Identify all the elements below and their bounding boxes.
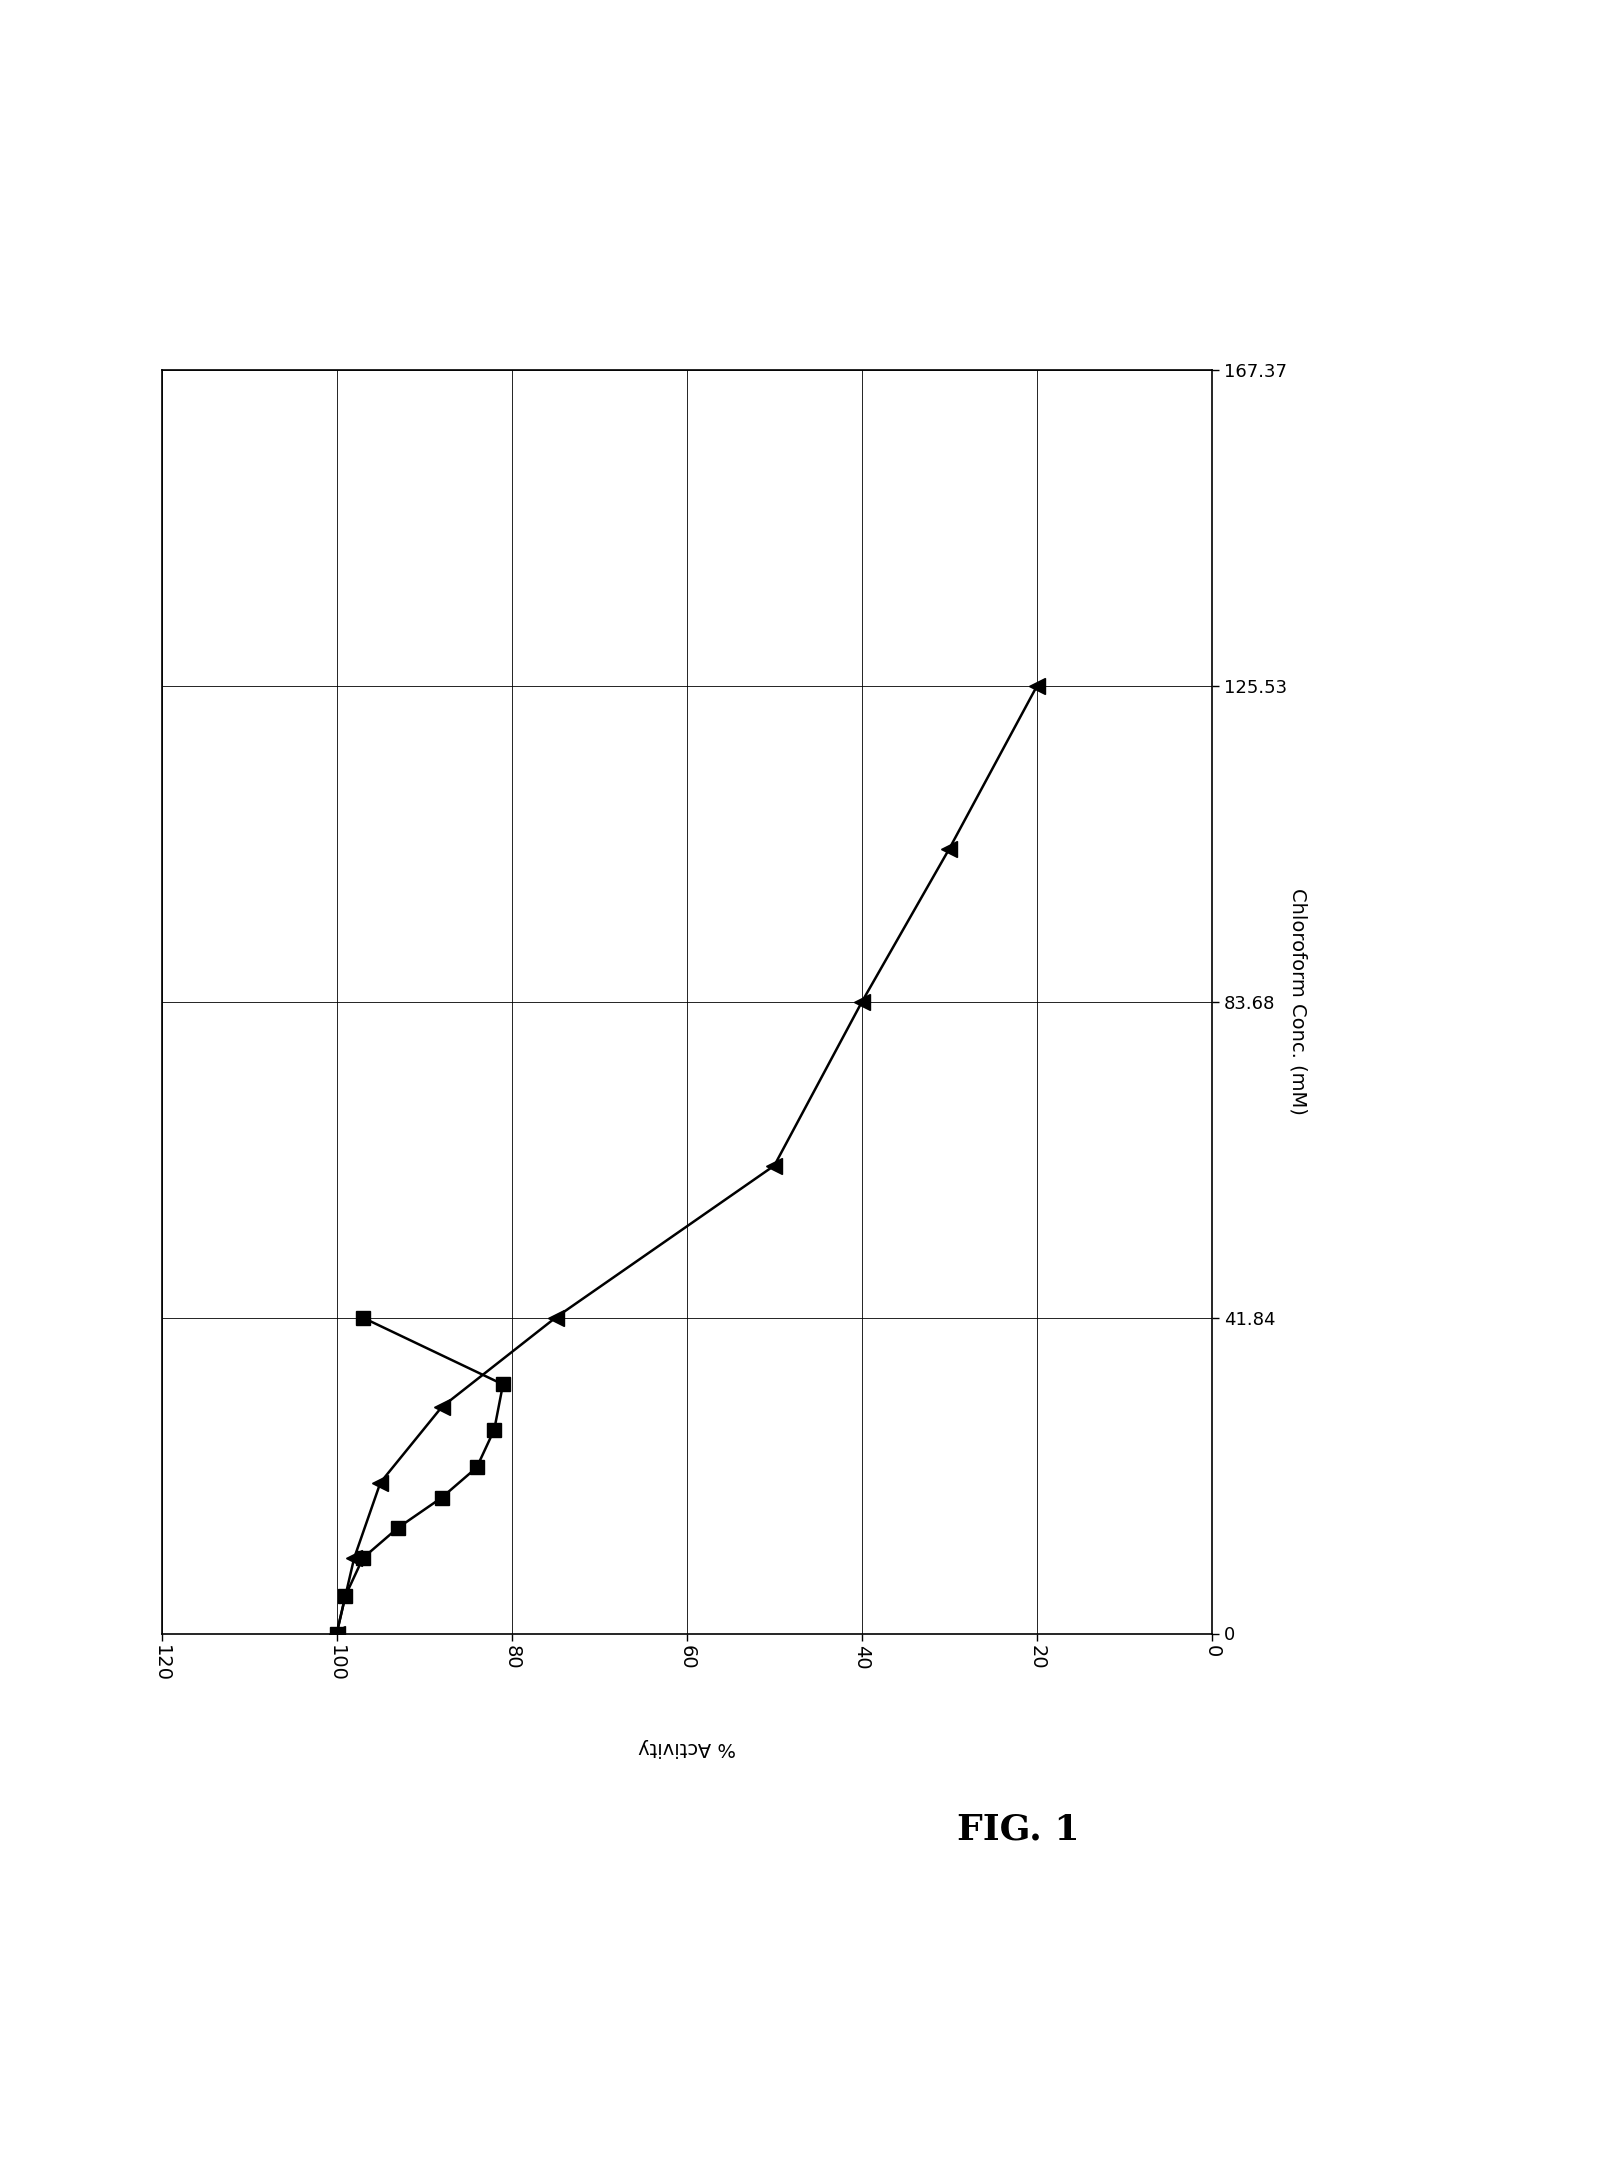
Wild Type
Luciferase bbox=[941, 836, 960, 862]
Wild Type
Luciferase bbox=[370, 1470, 389, 1496]
Line: CNBLUc03-02: CNBLUc03-02 bbox=[330, 1311, 511, 1640]
CNBLUc03-02 bbox=[354, 1305, 373, 1331]
Wild Type
Luciferase bbox=[546, 1305, 566, 1331]
Wild Type
Luciferase bbox=[326, 1620, 346, 1647]
Wild Type
Luciferase bbox=[431, 1394, 451, 1420]
CNBLUc03-02 bbox=[326, 1620, 346, 1647]
CNBLUc03-02 bbox=[485, 1416, 504, 1442]
Wild Type
Luciferase bbox=[1028, 673, 1047, 699]
Wild Type
Luciferase bbox=[852, 989, 871, 1015]
Wild Type
Luciferase bbox=[764, 1152, 784, 1178]
Line: Wild Type
Luciferase: Wild Type Luciferase bbox=[330, 677, 1044, 1642]
Text: FIG. 1: FIG. 1 bbox=[957, 1812, 1079, 1847]
CNBLUc03-02 bbox=[431, 1485, 451, 1512]
CNBLUc03-02 bbox=[493, 1372, 512, 1398]
CNBLUc03-02 bbox=[354, 1544, 373, 1570]
CNBLUc03-02 bbox=[467, 1455, 486, 1481]
Y-axis label: Chloroform Conc. (mM): Chloroform Conc. (mM) bbox=[1290, 889, 1307, 1115]
Wild Type
Luciferase bbox=[344, 1544, 364, 1570]
CNBLUc03-02 bbox=[388, 1514, 407, 1540]
CNBLUc03-02 bbox=[336, 1583, 356, 1610]
X-axis label: % Activity: % Activity bbox=[638, 1738, 735, 1758]
